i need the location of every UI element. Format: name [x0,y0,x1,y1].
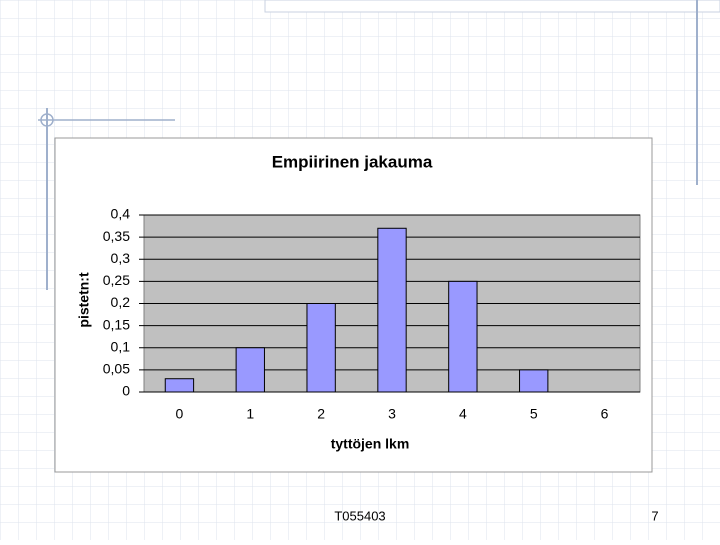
deco-circle [40,113,54,127]
x-tick-label: 1 [246,406,254,422]
x-tick-label: 4 [459,406,467,422]
bar [306,303,336,393]
y-tick-label: 0,1 [111,338,131,354]
x-axis-label: tyttöjen lkm [331,436,410,452]
chart-title: Empiirinen jakauma [272,152,433,171]
x-tick-label: 3 [388,406,396,422]
y-tick-label: 0,4 [111,206,131,222]
footer-code: T055403 [334,508,385,523]
y-tick-label: 0,15 [103,316,130,332]
y-tick-label: 0,05 [103,361,130,377]
plot: 0 0,05 0,1 0,15 0,2 0,25 0,3 0,35 0,4 0 1 2 3 4 5 6 [103,206,640,422]
y-axis-label: pistetn:t [76,272,92,328]
x-tick-label: 2 [317,406,325,422]
bar [164,378,195,393]
bar [377,227,407,393]
header-band [264,0,720,13]
y-tick-label: 0,35 [103,228,130,244]
page-number: 7 [651,508,658,523]
bar [519,369,549,393]
x-tick-label: 6 [601,406,609,422]
y-tick-label: 0,3 [111,250,131,266]
bar [448,280,478,393]
bar [235,347,265,393]
y-tick-label: 0 [122,383,130,399]
y-tick-label: 0,25 [103,272,130,288]
x-tick-label: 0 [176,406,184,422]
x-tick-label: 5 [530,406,538,422]
y-tick-label: 0,2 [111,294,131,310]
